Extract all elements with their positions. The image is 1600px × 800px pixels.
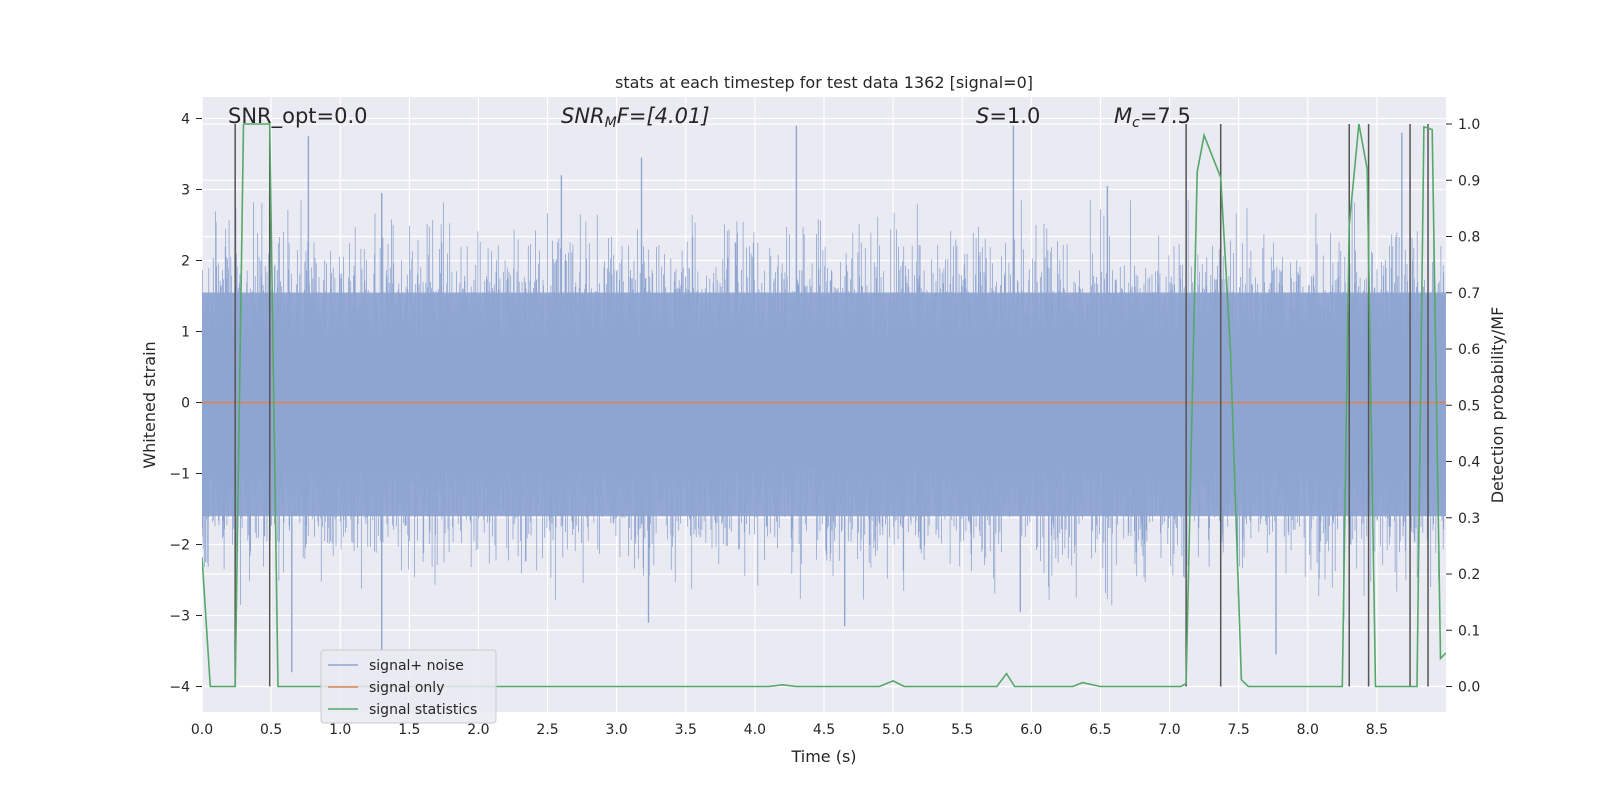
- series-signal-plus-noise: [202, 125, 1446, 673]
- y2-tick-label: 0.6: [1458, 342, 1480, 358]
- series-signal-statistics: [202, 123, 1446, 688]
- y2-tick-label: 0.0: [1458, 680, 1480, 696]
- x-tick-label: 4.5: [813, 722, 835, 738]
- y2-axis-ticks: 1.0 0.9 0.8 0.7 0.6 0.5 0.4 0.3 0.2 0.1 0.0: [1446, 117, 1480, 696]
- y2-tick-label: 0.3: [1458, 511, 1480, 527]
- annotation-s: S=1.0: [976, 104, 1040, 128]
- legend-box: [320, 649, 497, 724]
- legend-label-signal-only: signal only: [369, 680, 444, 696]
- legend: signal+ noise signal only signal statist…: [320, 649, 497, 724]
- y-tick-label: 0: [181, 396, 190, 412]
- y-tick-label: −4: [169, 680, 190, 696]
- y-tick-label: −3: [169, 609, 190, 625]
- y2-tick-label: 0.5: [1458, 398, 1480, 414]
- noise-extremes: [291, 125, 1403, 673]
- y2-tick-label: 0.7: [1458, 286, 1480, 302]
- y-tick-label: 2: [181, 254, 190, 270]
- y-tick-label: 4: [181, 112, 190, 128]
- x-tick-label: 0.5: [260, 722, 282, 738]
- x-tick-label: 1.0: [329, 722, 351, 738]
- legend-label-signal-plus-noise: signal+ noise: [369, 658, 464, 674]
- y2-tick-label: 0.2: [1458, 567, 1480, 583]
- x-tick-label: 1.5: [398, 722, 420, 738]
- chart-title: stats at each timestep for test data 136…: [615, 73, 1033, 92]
- x-tick-label: 7.5: [1228, 722, 1250, 738]
- x-tick-label: 5.0: [882, 722, 904, 738]
- x-tick-label: 3.5: [675, 722, 697, 738]
- x-tick-label: 2.0: [467, 722, 489, 738]
- y-axis-ticks: 4 3 2 1 0 −1 −2 −3 −4: [169, 112, 202, 696]
- x-tick-label: 8.5: [1366, 722, 1388, 738]
- y-tick-label: −2: [169, 538, 190, 554]
- y-tick-label: 1: [181, 325, 190, 341]
- annotation-mc: Mc=7.5: [1114, 104, 1191, 131]
- y-axis-label: Whitened strain: [140, 341, 159, 468]
- y2-axis-label: Detection probability/MF: [1488, 307, 1507, 504]
- detection-markers: [234, 124, 1429, 687]
- y2-tick-label: 0.9: [1458, 173, 1480, 189]
- y-tick-label: 3: [181, 183, 190, 199]
- x-tick-label: 2.5: [536, 722, 558, 738]
- y2-tick-label: 0.8: [1458, 230, 1480, 246]
- noise-spikes: [202, 200, 1446, 605]
- x-tick-label: 6.5: [1089, 722, 1111, 738]
- annotation-snr-opt: SNR_opt=0.0: [228, 104, 368, 129]
- y2-tick-label: 1.0: [1458, 117, 1480, 133]
- y-tick-label: −1: [169, 467, 190, 483]
- y2-tick-label: 0.4: [1458, 455, 1480, 471]
- y2-tick-label: 0.1: [1458, 623, 1480, 639]
- x-axis-label: Time (s): [790, 747, 856, 766]
- x-tick-label: 8.0: [1297, 722, 1319, 738]
- x-tick-label: 0.0: [191, 722, 213, 738]
- x-tick-label: 6.0: [1020, 722, 1042, 738]
- x-tick-label: 4.0: [744, 722, 766, 738]
- x-tick-label: 3.0: [606, 722, 628, 738]
- x-tick-label: 5.5: [951, 722, 973, 738]
- x-axis-ticks: 0.0 0.5 1.0 1.5 2.0 2.5 3.0 3.5 4.0 4.5 5.0 5.5 6.0 6…: [191, 722, 1388, 738]
- x-tick-label: 7.0: [1158, 722, 1180, 738]
- annotation-snr-mf: SNRMF=[4.01]: [561, 104, 710, 131]
- legend-label-signal-statistics: signal statistics: [369, 702, 477, 718]
